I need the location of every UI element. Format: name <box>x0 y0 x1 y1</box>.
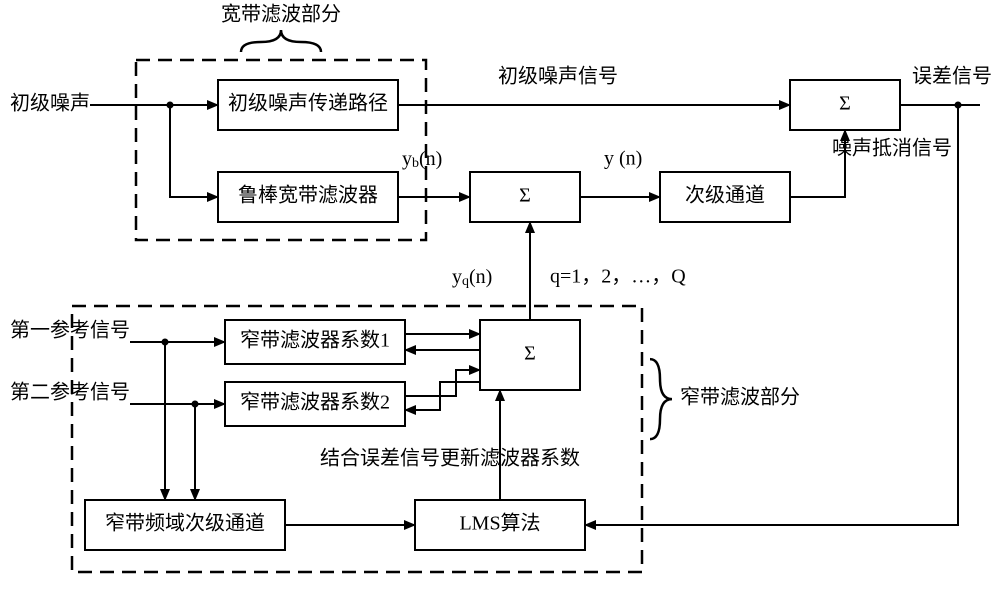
label-yb: yb(n) <box>402 148 442 172</box>
node-label-secondary_ch: 次级通道 <box>685 184 765 207</box>
narrowband-section-label: 窄带滤波部分 <box>680 386 800 409</box>
narrowband-brace <box>650 359 672 439</box>
node-label-nb_sec_ch: 窄带频域次级通道 <box>105 512 265 535</box>
node-label-nb_coef1: 窄带滤波器系数1 <box>240 329 390 352</box>
junction-dot <box>192 401 199 408</box>
node-label-robust_filter: 鲁棒宽带滤波器 <box>238 184 378 207</box>
label-cancel_sig: 噪声抵消信号 <box>832 137 952 160</box>
junction-dot <box>167 102 174 109</box>
junction-dot <box>162 339 169 346</box>
edge-split-to-robust <box>170 105 218 197</box>
label-ref1: 第一参考信号 <box>10 319 130 342</box>
label-yq: yq(n) <box>452 266 492 290</box>
label-ref2: 第二参考信号 <box>10 381 130 404</box>
node-label-primary_path: 初级噪声传递路径 <box>228 92 388 115</box>
label-update_note: 结合误差信号更新滤波器系数 <box>320 447 580 470</box>
broadband-section-label: 宽带滤波部分 <box>221 3 341 26</box>
label-yn: y (n) <box>604 148 642 170</box>
label-primary_noise_in: 初级噪声 <box>10 92 90 115</box>
label-primary_noise_sig: 初级噪声信号 <box>498 65 618 88</box>
broadband-brace <box>241 30 321 52</box>
node-label-nb_coef2: 窄带滤波器系数2 <box>240 391 390 414</box>
node-label-sum_nb: Σ <box>524 343 536 365</box>
node-label-sum_top: Σ <box>839 93 851 115</box>
node-label-lms: LMS算法 <box>459 512 540 535</box>
label-q_range: q=1，2，…，Q <box>550 266 686 288</box>
node-label-sum_center: Σ <box>519 185 531 207</box>
junction-dot <box>955 102 962 109</box>
label-error_sig: 误差信号 <box>912 65 992 88</box>
